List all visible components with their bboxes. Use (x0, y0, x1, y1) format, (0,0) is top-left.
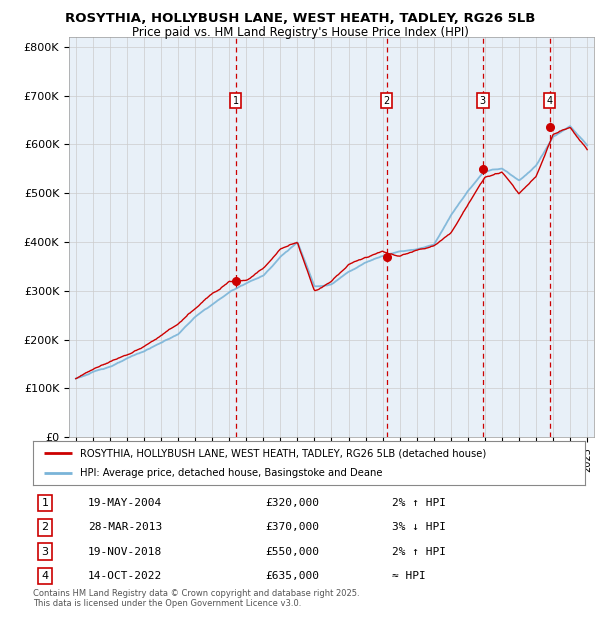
Text: 2: 2 (41, 523, 49, 533)
Text: 19-MAY-2004: 19-MAY-2004 (88, 498, 163, 508)
Text: 19-NOV-2018: 19-NOV-2018 (88, 547, 163, 557)
Text: Price paid vs. HM Land Registry's House Price Index (HPI): Price paid vs. HM Land Registry's House … (131, 26, 469, 39)
Text: 14-OCT-2022: 14-OCT-2022 (88, 571, 163, 581)
Text: £635,000: £635,000 (265, 571, 319, 581)
Text: £320,000: £320,000 (265, 498, 319, 508)
Text: 4: 4 (41, 571, 49, 581)
Text: ROSYTHIA, HOLLYBUSH LANE, WEST HEATH, TADLEY, RG26 5LB (detached house): ROSYTHIA, HOLLYBUSH LANE, WEST HEATH, TA… (80, 448, 486, 458)
Text: 2% ↑ HPI: 2% ↑ HPI (392, 498, 446, 508)
Text: Contains HM Land Registry data © Crown copyright and database right 2025.
This d: Contains HM Land Registry data © Crown c… (33, 589, 359, 608)
Text: 3: 3 (41, 547, 49, 557)
Text: 28-MAR-2013: 28-MAR-2013 (88, 523, 163, 533)
Text: 2: 2 (383, 95, 389, 105)
Text: ROSYTHIA, HOLLYBUSH LANE, WEST HEATH, TADLEY, RG26 5LB: ROSYTHIA, HOLLYBUSH LANE, WEST HEATH, TA… (65, 12, 535, 25)
Text: 3: 3 (480, 95, 486, 105)
Text: 1: 1 (41, 498, 49, 508)
Text: £550,000: £550,000 (265, 547, 319, 557)
Text: HPI: Average price, detached house, Basingstoke and Deane: HPI: Average price, detached house, Basi… (80, 468, 382, 478)
Text: £370,000: £370,000 (265, 523, 319, 533)
Text: 1: 1 (233, 95, 239, 105)
Text: 3% ↓ HPI: 3% ↓ HPI (392, 523, 446, 533)
Text: 2% ↑ HPI: 2% ↑ HPI (392, 547, 446, 557)
Text: ≈ HPI: ≈ HPI (392, 571, 425, 581)
Text: 4: 4 (547, 95, 553, 105)
